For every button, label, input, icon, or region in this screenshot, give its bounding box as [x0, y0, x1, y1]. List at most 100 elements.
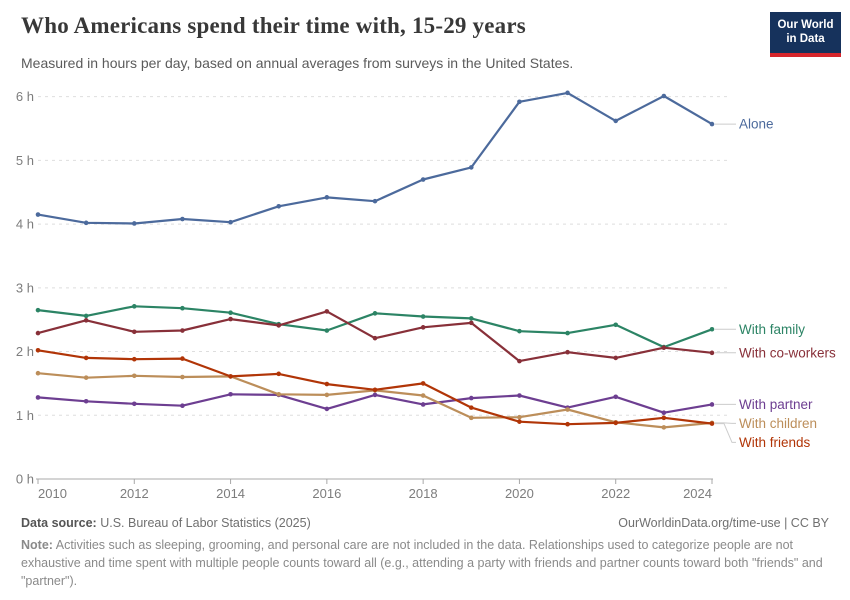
data-point-alone-2022 — [613, 118, 619, 124]
legend-label-with-family[interactable]: With family — [739, 322, 805, 337]
data-point-with-partner-2019 — [468, 395, 474, 401]
data-point-with-co-workers-2017 — [372, 335, 378, 341]
data-source-label: Data source: — [21, 516, 97, 530]
data-point-with-friends-2024 — [709, 421, 715, 426]
data-point-with-friends-2019 — [468, 405, 474, 410]
data-point-with-family-2017 — [372, 311, 378, 316]
data-point-with-children-2019 — [468, 415, 474, 421]
data-point-alone-2016 — [324, 195, 330, 200]
data-point-with-friends-2014 — [228, 374, 233, 379]
data-point-with-co-workers-2020 — [517, 358, 522, 364]
data-point-with-partner-2024 — [709, 402, 715, 407]
note-label: Note: — [21, 538, 53, 552]
data-point-with-partner-2010 — [35, 395, 41, 400]
data-point-alone-2018 — [420, 177, 426, 182]
data-point-alone-2013 — [180, 216, 185, 222]
data-point-with-co-workers-2010 — [35, 330, 41, 336]
data-point-with-partner-2012 — [131, 401, 137, 407]
data-point-alone-2019 — [468, 165, 474, 170]
data-point-alone-2023 — [661, 93, 667, 99]
data-point-with-family-2014 — [228, 310, 233, 315]
data-point-with-family-2018 — [420, 314, 426, 319]
x-axis-label-2012: 2012 — [120, 486, 149, 501]
data-point-with-family-2022 — [613, 322, 619, 328]
data-point-with-family-2011 — [83, 313, 89, 319]
data-point-with-co-workers-2013 — [180, 328, 185, 333]
data-point-with-co-workers-2011 — [83, 318, 89, 323]
note-row: Note: Activities such as sleeping, groom… — [21, 537, 829, 590]
data-point-with-family-2024 — [709, 326, 715, 332]
data-point-with-family-2013 — [180, 305, 185, 311]
series-line-alone[interactable] — [37, 91, 713, 225]
data-point-with-partner-2011 — [83, 398, 89, 404]
data-point-with-partner-2017 — [372, 392, 378, 398]
data-point-with-co-workers-2012 — [131, 329, 137, 335]
series-line-with-children[interactable] — [37, 372, 713, 429]
data-point-with-co-workers-2014 — [228, 316, 233, 322]
data-point-with-children-2012 — [131, 373, 137, 379]
note-text: Activities such as sleeping, grooming, a… — [21, 538, 823, 588]
x-axis-label-2024: 2024 — [683, 486, 712, 501]
data-point-with-children-2021 — [565, 407, 570, 412]
legend-label-alone[interactable]: Alone — [739, 117, 774, 132]
data-point-alone-2017 — [372, 198, 378, 204]
y-axis-label-5h: 5 h — [16, 153, 34, 168]
legend-label-with-partner[interactable]: With partner — [739, 397, 813, 412]
legend-label-with-children[interactable]: With children — [739, 416, 817, 431]
data-point-with-co-workers-2016 — [324, 309, 330, 314]
chart-title: Who Americans spend their time with, 15-… — [21, 13, 526, 38]
data-point-with-friends-2013 — [180, 356, 185, 361]
data-point-with-children-2018 — [420, 393, 426, 398]
series-line-with-friends[interactable] — [37, 349, 713, 426]
data-point-alone-2012 — [131, 221, 137, 226]
y-axis-label-6h: 6 h — [16, 89, 34, 104]
data-point-with-family-2010 — [35, 307, 41, 313]
x-axis-label-2018: 2018 — [409, 486, 438, 501]
data-point-with-children-2020 — [517, 414, 522, 420]
data-point-with-children-2013 — [180, 374, 185, 380]
data-point-with-partner-2020 — [517, 393, 522, 398]
data-point-with-friends-2017 — [372, 387, 378, 393]
x-axis-label-2022: 2022 — [601, 486, 630, 501]
data-point-alone-2024 — [709, 121, 715, 127]
data-point-with-co-workers-2015 — [276, 323, 282, 328]
data-point-with-partner-2013 — [180, 403, 185, 409]
owid-logo-line2: in Data — [786, 32, 825, 45]
chart-footer: Data source: U.S. Bureau of Labor Statis… — [21, 516, 829, 590]
data-point-with-friends-2022 — [613, 420, 619, 426]
data-point-alone-2020 — [517, 99, 522, 105]
data-point-with-family-2012 — [131, 304, 137, 309]
data-point-with-friends-2012 — [131, 356, 137, 362]
data-point-with-partner-2016 — [324, 406, 330, 412]
data-point-with-co-workers-2018 — [420, 325, 426, 330]
owid-logo-line1: Our World — [777, 19, 834, 32]
chart-canvas: 0 h 1 h 2 h 3 h 4 h 5 h 6 h 2010 2012 2014 2016 201… — [16, 89, 836, 501]
data-point-with-friends-2021 — [565, 421, 570, 427]
data-point-with-friends-2011 — [83, 355, 89, 361]
legend-label-with-friends[interactable]: With friends — [739, 435, 811, 450]
owid-cc-link[interactable]: OurWorldinData.org/time-use | CC BY — [618, 516, 829, 530]
data-point-with-friends-2010 — [35, 347, 41, 353]
data-point-with-partner-2022 — [613, 394, 619, 400]
data-point-with-friends-2015 — [276, 371, 282, 377]
data-point-with-partner-2018 — [420, 402, 426, 407]
data-point-with-partner-2014 — [228, 391, 233, 397]
y-axis-label-1h: 1 h — [16, 408, 34, 423]
data-point-alone-2011 — [83, 220, 89, 226]
y-axis-label-4h: 4 h — [16, 217, 34, 232]
source-row: Data source: U.S. Bureau of Labor Statis… — [21, 516, 829, 530]
data-point-with-co-workers-2023 — [661, 345, 667, 351]
data-source-text: U.S. Bureau of Labor Statistics (2025) — [96, 516, 311, 530]
y-axis-label-2h: 2 h — [16, 344, 34, 359]
data-point-alone-2014 — [228, 219, 233, 225]
legend-label-with-co-workers[interactable]: With co-workers — [739, 345, 836, 360]
data-source: Data source: U.S. Bureau of Labor Statis… — [21, 516, 311, 530]
y-axis-label-3h: 3 h — [16, 280, 34, 295]
data-point-with-partner-2023 — [661, 410, 667, 416]
data-point-with-children-2015 — [276, 391, 282, 397]
data-point-with-friends-2023 — [661, 415, 667, 421]
data-point-with-family-2019 — [468, 316, 474, 321]
data-point-with-co-workers-2021 — [565, 349, 570, 355]
data-point-alone-2010 — [35, 212, 41, 217]
